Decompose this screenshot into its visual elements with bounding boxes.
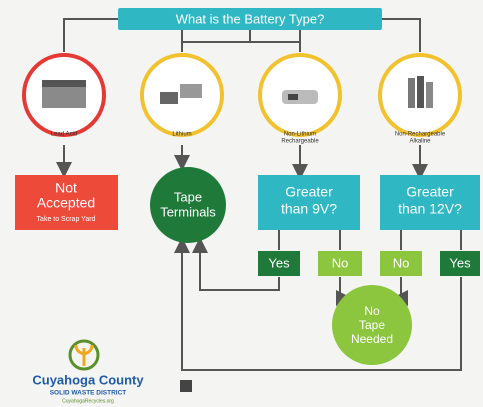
question-box [380, 175, 480, 230]
answer: Yes [449, 255, 471, 270]
type-label: Non-Rechargeable [395, 132, 446, 138]
answer-box [318, 251, 362, 276]
logo-url: CuyahogaRecycles.org [62, 398, 114, 404]
question: Greater [406, 184, 454, 200]
no-tape-text: No [364, 304, 380, 318]
not-accepted-note: Take to Scrap Yard [37, 216, 96, 223]
answer: No [332, 255, 349, 270]
logo [68, 339, 100, 371]
answer-box [258, 251, 300, 276]
tape-text: Terminals [160, 204, 216, 219]
answer: No [393, 255, 410, 270]
not-accepted: Accepted [37, 195, 95, 211]
logo-name: Cuyahoga County [32, 372, 144, 387]
type-label: Lead Acid [51, 132, 77, 138]
question: Greater [285, 184, 333, 200]
not-accepted-box [15, 175, 118, 230]
not-accepted: Not [55, 180, 77, 196]
answer-box [380, 251, 422, 276]
tape-text: Tape [174, 189, 202, 204]
logo-sub: SOLID WASTE DISTRICT [50, 390, 127, 397]
question: than 12V? [398, 201, 462, 217]
no-tape-text: Needed [351, 332, 393, 346]
type-label: Lithium [172, 132, 191, 138]
no-tape-circle [332, 285, 412, 365]
type-label: Alkaline [409, 139, 431, 145]
answer: Yes [268, 255, 290, 270]
tape-circle [150, 167, 226, 243]
type-label: Rechargeable [281, 139, 319, 145]
title: What is the Battery Type? [176, 11, 325, 26]
no-tape-text: Tape [359, 318, 385, 332]
battery-icon [42, 76, 433, 108]
answer-box [440, 251, 480, 276]
question-box [258, 175, 360, 230]
qr-code [180, 380, 192, 392]
question: than 9V? [281, 201, 337, 217]
title-box [118, 8, 382, 30]
type-label: Non-Lithium [284, 132, 316, 138]
